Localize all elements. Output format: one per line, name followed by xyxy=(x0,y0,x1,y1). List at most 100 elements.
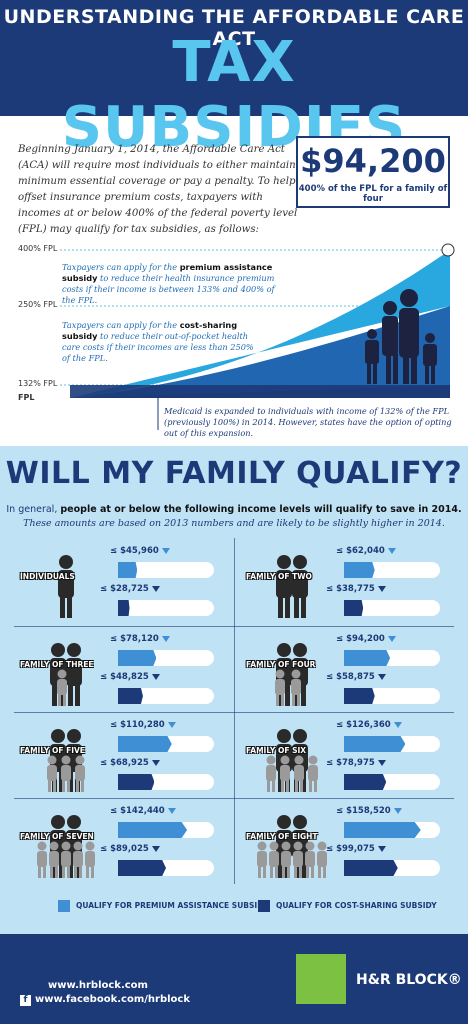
medicaid-note: Medicaid is expanded to individuals with… xyxy=(164,406,452,438)
facebook-link[interactable]: f www.facebook.com/hrblock xyxy=(20,994,190,1006)
legend-cost-swatch xyxy=(258,900,270,912)
grid-divider-1 xyxy=(14,626,454,627)
hrblock-logo-icon xyxy=(296,954,346,1004)
cost-amount-text: ≤ $58,875 xyxy=(326,672,375,682)
cost-marker-icon xyxy=(151,845,160,852)
premium-bar-fill xyxy=(344,562,375,578)
cost-amount-text: ≤ $99,075 xyxy=(326,844,375,854)
family-label: FAMILY OF TWO xyxy=(246,572,312,581)
header-banner: UNDERSTANDING THE AFFORDABLE CARE ACT TA… xyxy=(0,0,468,160)
family-cell: FAMILY OF FIVE ≤ $110,280 ≤ $68,925 xyxy=(14,714,240,802)
family-cell: FAMILY OF THREE ≤ $78,120 ≤ $48,825 xyxy=(14,628,240,716)
cost-sharing-amount: ≤ $48,825 xyxy=(100,672,160,682)
cost-sharing-bar xyxy=(118,688,214,704)
website-link[interactable]: www.hrblock.com xyxy=(48,980,148,991)
family-label: FAMILY OF FIVE xyxy=(20,746,85,755)
premium-amount-text: ≤ $158,520 xyxy=(336,806,391,816)
qualify-subtitle: In general, people at or below the follo… xyxy=(0,504,468,515)
family-silhouette-icon xyxy=(276,555,308,618)
qualify-title: WILL MY FAMILY QUALIFY? xyxy=(5,456,463,491)
premium-amount: ≤ $158,520 xyxy=(336,806,402,816)
cost-amount-text: ≤ $48,825 xyxy=(100,672,149,682)
child-figure xyxy=(305,841,315,878)
premium-bar-fill xyxy=(344,822,421,838)
fpl-label-base: FPL xyxy=(18,393,35,402)
grid-divider-3 xyxy=(14,798,454,799)
premium-marker-icon xyxy=(387,635,396,642)
fpl-highlight-caption: 400% of the FPL for a family of four xyxy=(298,184,448,204)
cost-sharing-amount: ≤ $58,875 xyxy=(326,672,386,682)
legend-premium-swatch xyxy=(58,900,70,912)
cost-sharing-bar xyxy=(118,860,214,876)
premium-bar xyxy=(118,562,214,578)
family-label: FAMILY OF SIX xyxy=(246,746,307,755)
premium-bar xyxy=(344,650,440,666)
family-silhouette-icon xyxy=(365,289,437,384)
cost-amount-text: ≤ $89,025 xyxy=(100,844,149,854)
child-figure xyxy=(269,841,279,878)
child-figure xyxy=(61,841,71,878)
cost-sharing-amount: ≤ $89,025 xyxy=(100,844,160,854)
cost-marker-icon xyxy=(377,585,386,592)
fpl-peak-marker xyxy=(441,243,455,257)
family-silhouette-icon xyxy=(257,815,327,878)
child-figure xyxy=(85,841,95,878)
premium-marker-icon xyxy=(161,547,170,554)
family-cell: FAMILY OF TWO ≤ $62,040 ≤ $38,775 xyxy=(240,540,466,628)
cost-sharing-bar-fill xyxy=(344,774,387,790)
family-silhouette-icon xyxy=(58,555,74,618)
premium-subsidy-note: Taxpayers can apply for the premium assi… xyxy=(62,262,282,306)
child-figure xyxy=(75,755,85,792)
adult-figure xyxy=(276,555,292,618)
medicaid-band xyxy=(70,385,450,398)
premium-marker-icon xyxy=(167,807,176,814)
fpl-area-graphic: 400% FPL 250% FPL 132% FPL FPL Taxpayers… xyxy=(0,234,468,444)
family-label: FAMILY OF SEVEN xyxy=(20,832,94,841)
family-silhouette-icon xyxy=(266,729,318,792)
facebook-link-label: www.facebook.com/hrblock xyxy=(35,994,190,1005)
cost-note-post: to reduce their out-of-pocket health car… xyxy=(62,331,254,363)
premium-amount-text: ≤ $126,360 xyxy=(336,720,391,730)
cost-marker-icon xyxy=(151,585,160,592)
legend-premium-label: QUALIFY FOR PREMIUM ASSISTANCE SUBSIDY xyxy=(76,901,269,910)
qualify-sub-bold: people at or below the following income … xyxy=(60,504,462,515)
child-figure xyxy=(317,841,327,878)
fpl-highlight-amount: $94,200 xyxy=(300,142,446,180)
premium-bar xyxy=(344,736,440,752)
child-figure xyxy=(73,841,83,878)
child-figure xyxy=(61,755,71,792)
cost-amount-text: ≤ $28,725 xyxy=(100,584,149,594)
premium-bar xyxy=(344,822,440,838)
qualify-sub-pre: In general, xyxy=(6,504,61,515)
premium-amount-text: ≤ $62,040 xyxy=(336,546,385,556)
cost-amount-text: ≤ $68,925 xyxy=(100,758,149,768)
premium-amount: ≤ $45,960 xyxy=(110,546,170,556)
premium-marker-icon xyxy=(167,721,176,728)
fpl-area-svg xyxy=(60,243,455,430)
premium-bar-fill xyxy=(118,736,172,752)
premium-amount: ≤ $110,280 xyxy=(110,720,176,730)
premium-amount: ≤ $94,200 xyxy=(336,634,396,644)
family-label: FAMILY OF THREE xyxy=(20,660,94,669)
cost-sharing-amount: ≤ $68,925 xyxy=(100,758,160,768)
cost-sharing-bar xyxy=(118,774,214,790)
family-label: FAMILY OF FOUR xyxy=(246,660,316,669)
cost-marker-icon xyxy=(377,845,386,852)
premium-amount-text: ≤ $78,120 xyxy=(110,634,159,644)
cost-marker-icon xyxy=(151,759,160,766)
cost-sharing-bar xyxy=(344,860,440,876)
family-label: INDIVIDUALS xyxy=(20,572,75,581)
family-label: FAMILY OF EIGHT xyxy=(246,832,318,841)
cost-marker-icon xyxy=(377,759,386,766)
cost-marker-icon xyxy=(377,673,386,680)
adult-figure xyxy=(292,555,308,618)
cost-sharing-bar xyxy=(344,688,440,704)
premium-note-pre: Taxpayers can apply for the xyxy=(62,262,180,272)
legend-cost-label: QUALIFY FOR COST-SHARING SUBSIDY xyxy=(276,901,437,910)
premium-amount: ≤ $78,120 xyxy=(110,634,170,644)
cost-sharing-area xyxy=(70,306,450,398)
premium-bar-fill xyxy=(344,736,406,752)
cost-sharing-amount: ≤ $99,075 xyxy=(326,844,386,854)
cost-sharing-bar xyxy=(344,600,440,616)
family-silhouette-icon xyxy=(50,643,82,706)
